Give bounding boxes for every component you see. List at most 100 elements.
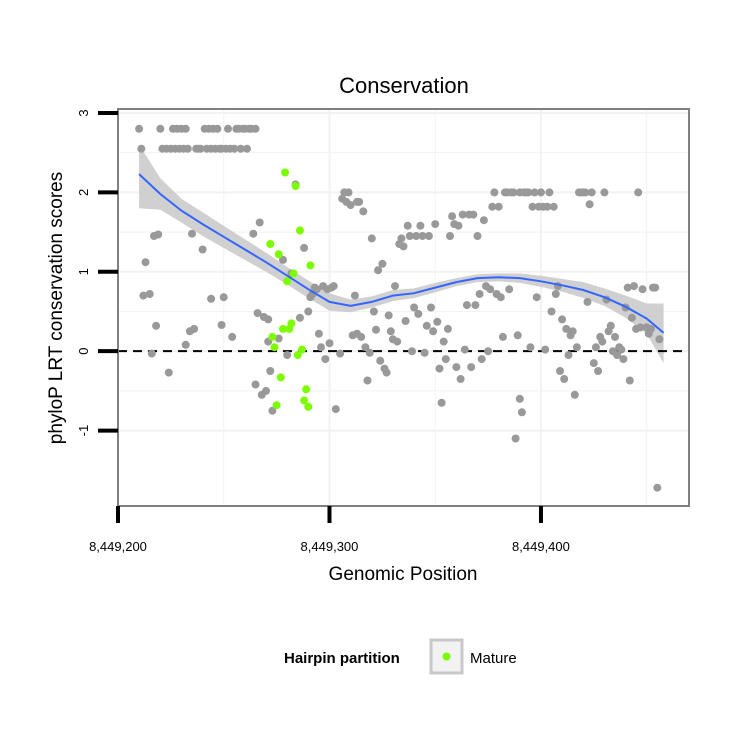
x-axis-title: Genomic Position bbox=[329, 564, 478, 585]
data-point bbox=[154, 230, 163, 239]
data-point bbox=[524, 188, 533, 197]
mature-point bbox=[304, 402, 313, 411]
data-point bbox=[498, 332, 507, 341]
mature-point bbox=[287, 319, 296, 328]
data-point bbox=[243, 144, 251, 153]
data-point bbox=[490, 188, 499, 197]
mature-point bbox=[268, 332, 277, 341]
data-point bbox=[558, 315, 567, 324]
data-point bbox=[598, 337, 607, 346]
data-point bbox=[630, 282, 638, 291]
data-point bbox=[429, 327, 438, 336]
data-point bbox=[408, 347, 416, 356]
y-tick-label: 3 bbox=[76, 109, 91, 116]
data-point bbox=[217, 321, 226, 329]
data-point bbox=[274, 334, 283, 343]
mature-point bbox=[266, 240, 275, 248]
data-point bbox=[181, 124, 190, 133]
mature-point bbox=[302, 385, 311, 394]
data-point bbox=[363, 376, 372, 385]
data-point bbox=[549, 202, 558, 211]
x-tick-label: 8,449,400 bbox=[512, 539, 570, 554]
y-tick-label: 1 bbox=[76, 268, 91, 275]
data-point bbox=[152, 321, 161, 330]
data-point bbox=[623, 283, 632, 292]
data-point bbox=[433, 317, 442, 326]
data-point bbox=[560, 375, 569, 383]
data-point bbox=[344, 188, 353, 197]
data-point bbox=[517, 408, 526, 417]
data-point bbox=[484, 347, 493, 356]
data-point bbox=[467, 363, 476, 372]
data-point bbox=[541, 345, 550, 354]
panel-border bbox=[117, 108, 690, 507]
data-point bbox=[460, 345, 469, 354]
data-point bbox=[255, 218, 264, 227]
data-point bbox=[228, 332, 237, 341]
data-point bbox=[137, 144, 146, 153]
data-point bbox=[314, 329, 323, 338]
y-tick-label: 2 bbox=[76, 189, 91, 196]
data-point bbox=[405, 232, 414, 240]
data-point bbox=[251, 380, 260, 389]
other-points bbox=[135, 124, 664, 492]
data-point bbox=[448, 212, 457, 221]
mature-point bbox=[293, 351, 302, 360]
data-point bbox=[367, 234, 376, 243]
data-point bbox=[532, 293, 541, 302]
x-tick-label: 8,449,200 bbox=[89, 539, 147, 554]
data-point bbox=[382, 368, 391, 377]
data-point bbox=[418, 232, 427, 240]
data-point bbox=[295, 313, 304, 322]
data-point bbox=[329, 282, 338, 291]
data-point bbox=[613, 351, 622, 360]
data-point bbox=[156, 124, 165, 133]
data-point bbox=[386, 327, 395, 336]
data-point bbox=[636, 323, 645, 332]
data-point bbox=[477, 355, 486, 364]
data-point bbox=[141, 258, 150, 267]
data-point bbox=[446, 232, 454, 240]
data-point bbox=[581, 188, 590, 197]
y-tick-label: -1 bbox=[76, 425, 91, 437]
data-point bbox=[378, 259, 387, 268]
data-point bbox=[230, 144, 239, 153]
data-point bbox=[496, 293, 505, 302]
data-point bbox=[568, 327, 577, 336]
data-point bbox=[572, 343, 581, 352]
data-point bbox=[526, 343, 535, 352]
data-point bbox=[475, 290, 484, 298]
data-point bbox=[431, 220, 440, 229]
data-point bbox=[416, 221, 425, 230]
data-point bbox=[196, 144, 205, 153]
data-point bbox=[145, 290, 154, 298]
data-point bbox=[393, 337, 402, 346]
mature-point bbox=[298, 345, 306, 354]
data-point bbox=[139, 291, 148, 300]
data-point bbox=[427, 303, 435, 312]
data-point bbox=[655, 335, 664, 344]
data-point bbox=[188, 229, 196, 238]
data-point bbox=[317, 343, 325, 352]
data-point bbox=[325, 339, 334, 348]
data-point bbox=[213, 124, 222, 133]
data-point bbox=[570, 390, 579, 399]
data-point bbox=[268, 406, 277, 415]
data-point bbox=[564, 351, 573, 360]
data-point bbox=[528, 202, 537, 211]
data-point bbox=[190, 324, 199, 333]
grid bbox=[117, 109, 689, 506]
data-point bbox=[486, 285, 495, 294]
data-point bbox=[469, 210, 478, 219]
data-point bbox=[374, 266, 383, 275]
mature-point bbox=[272, 401, 281, 410]
data-point bbox=[458, 210, 467, 219]
data-point bbox=[361, 343, 370, 352]
data-point bbox=[376, 356, 385, 365]
data-point bbox=[638, 285, 647, 294]
legend-label-mature: Mature bbox=[470, 650, 517, 667]
confidence-band bbox=[139, 144, 664, 364]
data-point bbox=[420, 348, 429, 357]
data-point bbox=[589, 359, 598, 368]
